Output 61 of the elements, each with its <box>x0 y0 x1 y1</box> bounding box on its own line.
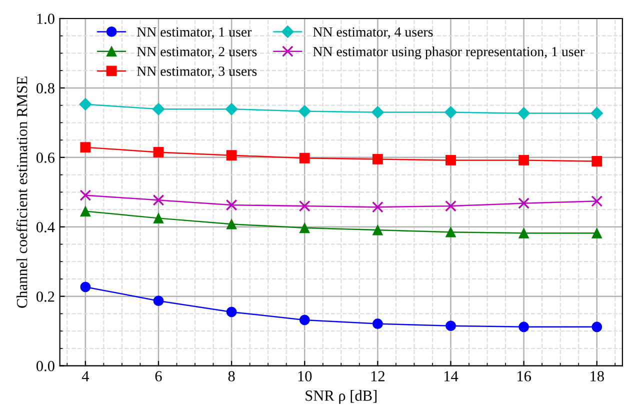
point <box>590 107 604 120</box>
point <box>371 106 384 119</box>
y-tick-label: 0.8 <box>36 83 54 94</box>
point <box>80 142 91 153</box>
point <box>372 318 383 329</box>
point <box>298 200 310 212</box>
legend-label: NN estimator, 2 users <box>136 46 257 58</box>
point <box>226 150 237 161</box>
y-tick-label: 0.4 <box>36 222 55 232</box>
legend-label: NN estimator, 3 users <box>136 66 257 78</box>
point <box>153 212 164 224</box>
point <box>298 104 311 118</box>
point <box>592 322 602 332</box>
y-tick-label: 0.2 <box>36 291 54 302</box>
point <box>225 102 238 116</box>
y-tick-label: 1.0 <box>37 14 54 24</box>
point <box>444 106 457 119</box>
y-axis-title: Channel coefficient estimation RMSE <box>16 76 28 308</box>
point <box>226 218 237 230</box>
x-tick-label: 6 <box>155 371 162 382</box>
point <box>592 156 602 166</box>
point <box>446 320 456 332</box>
point <box>153 146 164 158</box>
x-tick-label: 10 <box>298 371 312 382</box>
point <box>299 222 310 234</box>
point <box>518 198 530 209</box>
point <box>446 154 456 166</box>
x-tick-label: 18 <box>590 371 604 382</box>
point <box>445 200 456 212</box>
point <box>518 228 530 238</box>
x-tick-label: 12 <box>371 371 384 382</box>
point <box>591 195 603 207</box>
legend-label: NN estimator, 4 users <box>313 27 433 39</box>
point <box>79 98 92 111</box>
point <box>153 296 164 306</box>
y-tick-label: 0.6 <box>36 152 55 163</box>
point <box>152 102 165 116</box>
y-tick-label: 0.0 <box>36 360 54 372</box>
point <box>80 282 91 292</box>
point <box>372 201 384 213</box>
legend-label: NN estimator, 1 user <box>136 27 252 39</box>
point <box>80 190 92 201</box>
x-tick-label: 14 <box>444 371 458 382</box>
legend-label: NN estimator using phasor representation, 1 user <box>313 46 584 60</box>
x-axis-title: SNR ρ [dB] <box>306 390 377 404</box>
point <box>592 228 602 238</box>
point <box>226 199 238 211</box>
point <box>299 314 310 326</box>
x-tick-label: 8 <box>228 371 235 382</box>
x-tick-label: 4 <box>82 371 90 382</box>
point <box>226 306 237 318</box>
point <box>372 224 383 236</box>
point <box>446 226 456 238</box>
point <box>518 322 530 332</box>
x-tick-label: 16 <box>518 371 531 382</box>
point <box>152 194 164 206</box>
point <box>299 152 310 164</box>
point <box>80 206 91 216</box>
point <box>518 154 530 166</box>
point <box>518 107 530 120</box>
point <box>372 154 383 164</box>
